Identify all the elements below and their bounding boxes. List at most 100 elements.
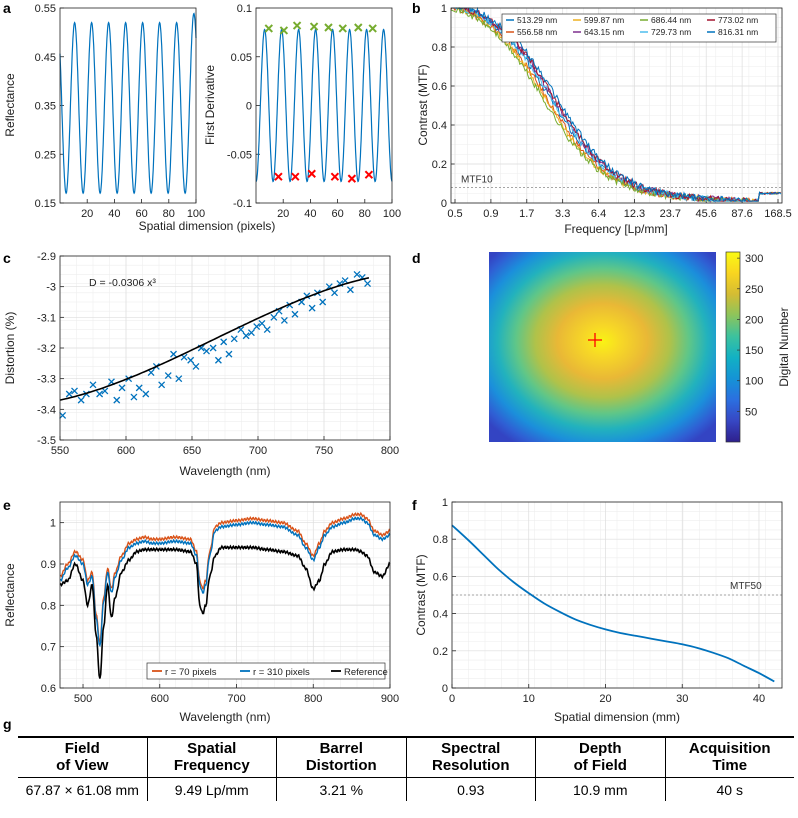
x-tick-label: 45.6 <box>696 208 717 220</box>
distortion-point <box>319 298 327 306</box>
x-tick-label: 0.5 <box>447 208 462 220</box>
r310-line <box>59 515 391 648</box>
distortion-point <box>242 332 250 340</box>
chart-e: 0.6 0.7 0.8 0.9 1 500 600 700 800 900 r = 70 pixel… <box>3 501 399 724</box>
y-tick-label: 1 <box>50 518 56 530</box>
x-tick-label: 80 <box>359 208 371 220</box>
table-header-row: Field of View Spatial Frequency Barrel Dist… <box>18 738 794 777</box>
heatmap-image <box>489 252 716 442</box>
colorbar-tick-label: 250 <box>745 284 763 296</box>
distortion-point <box>118 384 126 392</box>
y-axis-label: Contrast (MTF) <box>416 64 430 145</box>
x-tick-label: 500 <box>74 693 92 705</box>
y-axis-label: First Derivative <box>203 65 217 145</box>
y-tick-label: 0.2 <box>433 646 448 658</box>
maximum-marker <box>368 24 377 33</box>
value-barrel-distortion: 3.21 % <box>276 778 406 801</box>
distortion-point <box>270 313 278 321</box>
y-axis-label: Distortion (%) <box>3 312 17 385</box>
distortion-point <box>209 344 217 352</box>
y-tick-label: -3.5 <box>37 435 56 447</box>
distortion-point <box>71 387 78 395</box>
minimum-marker <box>364 170 374 179</box>
legend-entry: 556.58 nm <box>517 27 557 37</box>
x-tick-label: 600 <box>117 445 135 457</box>
legend-entry: 599.87 nm <box>584 15 624 25</box>
x-tick-label: 60 <box>135 208 147 220</box>
distortion-point <box>225 350 233 358</box>
y-tick-label: -3.3 <box>37 374 56 386</box>
x-tick-label: 30 <box>676 693 688 705</box>
distortion-point <box>263 326 271 334</box>
y-tick-label: 0.8 <box>41 600 56 612</box>
legend-entry: 816.31 nm <box>718 27 758 37</box>
y-tick-label: -3 <box>46 282 56 294</box>
x-tick-label: 1.7 <box>519 208 534 220</box>
y-tick-label: 0.4 <box>433 609 448 621</box>
y-tick-label: 0.25 <box>35 149 56 161</box>
distortion-point <box>142 390 150 398</box>
minimum-marker <box>307 169 316 178</box>
y-tick-label: 0.05 <box>231 52 252 64</box>
distortion-point <box>96 390 104 398</box>
maximum-marker <box>309 22 319 31</box>
colorbar <box>725 251 741 443</box>
y-axis-label: Digital Number <box>777 307 791 386</box>
distortion-point <box>346 286 354 294</box>
x-axis-label: Spatial dimension (pixels) <box>139 219 276 233</box>
legend-box <box>146 662 386 680</box>
legend-entry: r = 70 pixels <box>165 667 217 678</box>
header-barrel-distortion: Barrel Distortion <box>276 738 406 777</box>
x-tick-label: 700 <box>227 693 245 705</box>
figure-canvas: a b c d e f g 0.15 0.25 0.35 0.45 0.55 20 40 60… <box>3 0 792 732</box>
panel-label-c: c <box>3 250 11 266</box>
header-depth-of-field: Depth of Field <box>535 738 665 777</box>
distortion-point <box>89 381 97 389</box>
value-spectral-resolution: 0.93 <box>405 778 536 801</box>
minimum-marker <box>274 172 283 181</box>
y-tick-label: -3.2 <box>37 343 56 355</box>
header-spatial-frequency: Spatial Frequency <box>146 738 277 777</box>
reflectance-line <box>59 12 197 195</box>
derivative-line <box>255 28 393 183</box>
y-tick-label: 0.55 <box>35 3 56 15</box>
panel-label-g: g <box>3 716 12 732</box>
legend-entry: 686.44 nm <box>651 15 691 25</box>
distortion-point <box>280 316 288 324</box>
x-axis-label: Frequency [Lp/mm] <box>564 222 667 236</box>
distortion-point <box>59 412 67 419</box>
x-tick-label: 0.9 <box>483 208 498 220</box>
distortion-point <box>331 289 339 297</box>
chart-b: 0 0.2 0.4 0.6 0.8 1 0.5 0.9 1.7 3.3 6.4 12.3 23.7 45.… <box>416 3 792 236</box>
y-tick-label: 0.15 <box>35 198 56 210</box>
x-tick-label: 20 <box>81 208 93 220</box>
legend-entry: 729.73 nm <box>651 27 691 37</box>
plot-area <box>256 8 392 203</box>
y-tick-label: -2.9 <box>37 251 56 263</box>
header-spectral-resolution: Spectral Resolution <box>405 738 536 777</box>
distortion-point <box>353 270 361 278</box>
x-tick-label: 800 <box>381 445 399 457</box>
y-axis-label: Reflectance <box>3 563 17 627</box>
chart-c: -3.5 -3.4 -3.3 -3.2 -3.1 -3 -2.9 550 600 650 700 75… <box>3 251 399 478</box>
header-field-of-view: Field of View <box>56 740 109 774</box>
x-tick-label: 12.3 <box>624 208 645 220</box>
table-top-rule <box>18 736 794 738</box>
x-tick-label: 80 <box>163 208 175 220</box>
maximum-marker <box>264 24 273 33</box>
colorbar-tick-label: 200 <box>745 314 763 326</box>
value-acquisition-time: 40 s <box>664 778 795 801</box>
fit-equation: D = -0.0306 x³ <box>89 277 156 289</box>
distortion-point <box>158 381 166 389</box>
distortion-point <box>77 396 85 404</box>
distortion-point <box>214 356 222 364</box>
axes-frame <box>450 7 783 204</box>
y-axis-label: Reflectance <box>3 73 17 137</box>
distortion-point <box>187 356 195 364</box>
x-tick-label: 40 <box>753 693 765 705</box>
panel-label-e: e <box>3 497 11 513</box>
legend-entry: Reference <box>344 667 388 678</box>
y-tick-label: 1 <box>441 3 447 15</box>
x-tick-label: 40 <box>304 208 316 220</box>
